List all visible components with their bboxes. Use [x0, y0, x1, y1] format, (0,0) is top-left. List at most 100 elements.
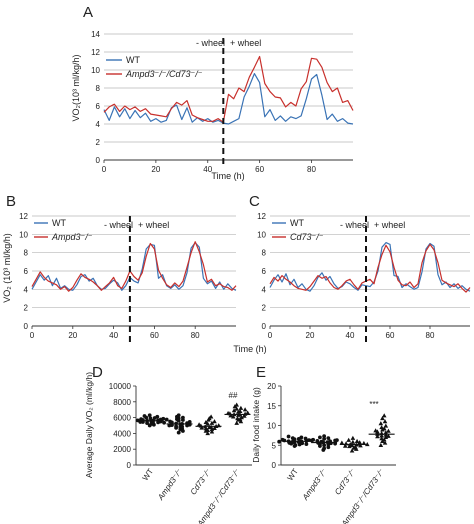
panel-e-data-point — [382, 440, 388, 445]
panel-e-data-point — [386, 433, 391, 438]
panel-d-data-point — [238, 419, 244, 424]
panel-d-data-point — [187, 420, 192, 424]
panel-e-data-point — [322, 446, 327, 451]
panel-d-data-point — [237, 408, 243, 413]
panel-b-legend: WT Ampd3⁻/⁻ — [34, 218, 93, 242]
panel-b-y-axis-label: VO₂ (10³ ml/kg/h) — [2, 233, 12, 303]
panel-c-y-tick-label: 12 — [257, 212, 266, 221]
panel-e-data-point — [322, 437, 327, 441]
panel-a-line-chart: 0 2 4 6 8 10 12 14 0 20 40 60 80 - wheel + wheel WT… — [71, 30, 354, 181]
panel-b-legend-label-ko: Ampd3⁻/⁻ — [51, 232, 93, 242]
panel-d-y-axis-label: Average Daily VO₂ (ml/kg/h) — [84, 372, 94, 478]
panel-letter-c: C — [249, 193, 260, 210]
panel-d-data-point — [231, 408, 237, 413]
panel-d-data-point — [176, 430, 181, 435]
panel-letter-d: D — [92, 364, 103, 381]
panel-e-data-point — [277, 439, 282, 444]
panel-b-line-chart: 0 2 4 6 8 10 12 0 20 40 60 80 - wheel + wheel WT A… — [2, 212, 237, 344]
panel-b-annotation-minus-wheel: - wheel — [104, 220, 133, 230]
panel-d-category-label: WT — [141, 467, 156, 482]
panel-b-y-tick-label: 6 — [24, 267, 29, 276]
panel-c-y-tick-label: 0 — [262, 322, 267, 331]
panel-e-data-point — [378, 442, 384, 447]
panel-e-data-point — [354, 438, 360, 443]
panel-e-data-point — [339, 440, 345, 445]
panel-d-category-label: Ampd3⁻/⁻ — [156, 467, 185, 502]
panel-e-data-point — [375, 434, 380, 439]
panel-a-x-tick-label: 20 — [151, 165, 160, 174]
panel-a-y-tick-label: 0 — [96, 156, 101, 165]
panel-d-data-point — [245, 410, 250, 415]
panel-e-y-tick-label: 5 — [272, 441, 277, 450]
panel-a-y-tick-label: 2 — [96, 138, 101, 147]
panel-e-data-point — [379, 436, 384, 441]
panel-b-x-tick-label: 20 — [68, 331, 77, 340]
panel-e-data-point — [383, 430, 389, 435]
panel-a-annotation-minus-wheel: - wheel — [196, 38, 225, 48]
panel-d-data-point — [228, 413, 233, 418]
panel-d-data-point — [174, 424, 179, 429]
panel-d-data-point — [212, 419, 217, 424]
panel-c-y-tick-label: 2 — [262, 304, 267, 313]
panel-e-data-point — [322, 434, 327, 439]
panel-d-y-tick-label: 6000 — [113, 414, 131, 423]
panel-d-data-point — [209, 427, 215, 432]
panel-d-y-tick-label: 4000 — [113, 429, 131, 438]
panel-d-data-point — [142, 414, 147, 418]
panel-c-series-ko-line — [269, 243, 471, 293]
panel-e-data-point — [357, 440, 362, 445]
panel-a-legend-label-ko: Ampd3⁻/⁻/Cd73⁻/⁻ — [125, 69, 203, 79]
panel-a-y-axis-label: VO₂(10³ ml/kg/h) — [71, 54, 81, 121]
panel-b-y-tick-label: 4 — [24, 285, 29, 294]
panel-d-data-point — [168, 419, 173, 424]
panel-b-x-tick-label: 0 — [30, 331, 35, 340]
panel-b-series — [31, 241, 237, 292]
panel-c-annotation-plus-wheel: + wheel — [374, 220, 405, 230]
panel-d-data-point — [234, 420, 239, 425]
panel-e-category-label: Ampd3⁻/⁻ — [300, 467, 329, 502]
panel-b-x-tick-label: 40 — [109, 331, 118, 340]
panel-e-dot-plot: 0 5 10 15 20 WT Ampd3⁻/⁻ Cd73⁻/⁻Ampd3⁻/⁻/Cd73⁻… — [251, 382, 396, 524]
panel-a-y-tick-label: 10 — [91, 66, 100, 75]
panel-b-annotation-plus-wheel: + wheel — [138, 220, 169, 230]
panel-e-data-point — [299, 435, 304, 440]
panel-e-data-point — [381, 437, 387, 442]
panel-d-data-point — [161, 416, 166, 421]
panel-e-data-point — [349, 448, 355, 453]
panel-e-data-point — [326, 445, 331, 450]
panel-e-data-point — [286, 434, 291, 439]
panel-d-data-point — [176, 413, 181, 418]
panel-c-x-tick-label: 60 — [386, 331, 395, 340]
panel-e-data-point — [304, 442, 309, 446]
panel-d-y-ticks: 0 2000 4000 6000 8000 10000 — [109, 382, 136, 470]
panel-letter-a: A — [83, 4, 93, 21]
panel-e-y-tick-label: 0 — [272, 461, 277, 470]
panel-d-data-point — [164, 417, 169, 422]
panels-bc-x-axis-label: Time (h) — [233, 344, 266, 354]
panel-d-data-point — [231, 414, 236, 419]
panel-c-legend-label-ko: Cd73⁻/⁻ — [290, 232, 324, 242]
panel-c-y-ticks: 0 2 4 6 8 10 12 — [257, 212, 266, 331]
panel-e-categories: WT Ampd3⁻/⁻ Cd73⁻/⁻Ampd3⁻/⁻/Cd73⁻/⁻ — [286, 467, 387, 524]
panel-e-significance: *** — [369, 400, 378, 409]
panel-e-data-point — [342, 443, 348, 448]
panel-b-legend-label-wt: WT — [52, 218, 66, 228]
panel-e-data-point — [350, 435, 356, 440]
panel-a-legend-label-wt: WT — [126, 55, 140, 65]
panel-e-category-label: WT — [286, 467, 301, 482]
panel-a-series-wt-line — [103, 72, 354, 125]
panel-c-series — [269, 242, 471, 293]
panel-e-data-point — [335, 438, 339, 443]
panel-e-data-point — [382, 419, 388, 424]
panel-d-data-point — [205, 431, 210, 436]
panel-e-y-axis-label: Daily food intake (g) — [251, 387, 261, 463]
panel-c-x-tick-label: 80 — [426, 331, 435, 340]
panel-b-x-tick-label: 80 — [191, 331, 200, 340]
panel-c-x-ticks: 0 20 40 60 80 — [268, 326, 435, 340]
panel-c-x-tick-label: 20 — [306, 331, 315, 340]
panel-d-data-point — [181, 415, 185, 420]
panel-d-y-tick-label: 0 — [127, 461, 132, 470]
panel-b-y-tick-label: 10 — [19, 230, 28, 239]
panel-d-data-point — [162, 420, 167, 425]
panel-c-legend-label-wt: WT — [290, 218, 304, 228]
